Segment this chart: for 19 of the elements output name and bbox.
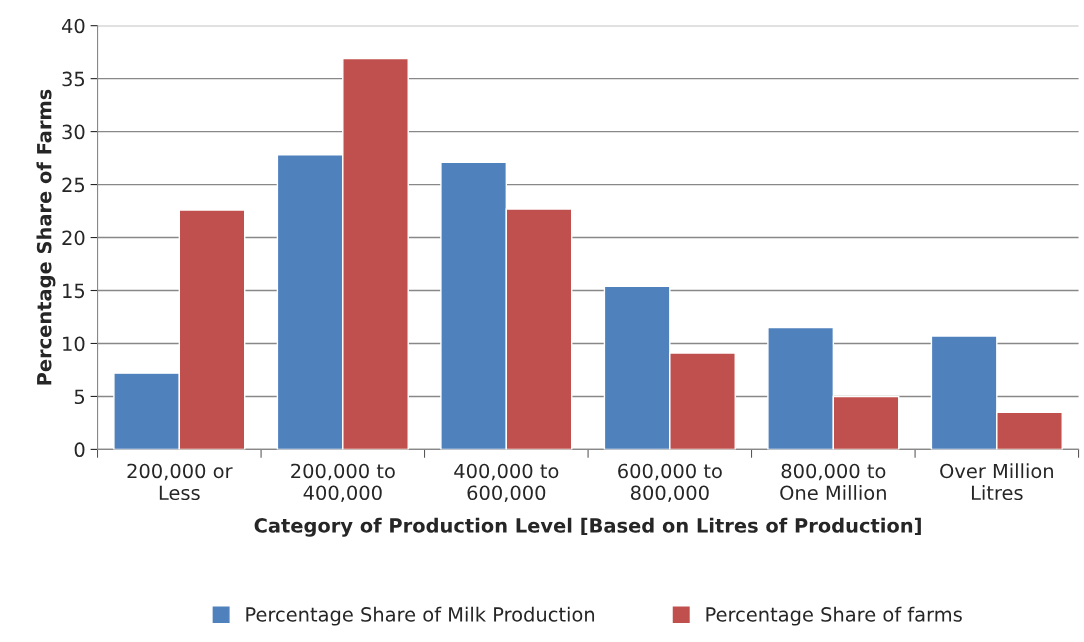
y-tick-label: 15: [63, 283, 85, 299]
y-tick-label: 10: [63, 336, 85, 352]
y-tick-label: 35: [62, 71, 85, 87]
legend-label: Percentage Share of farms: [706, 606, 962, 626]
x-tick-label: 400,000 to 600,000: [454, 463, 559, 503]
y-tick-label: 0: [74, 442, 85, 458]
y-tick-label: 20: [62, 230, 85, 246]
y-tick-label: 30: [62, 124, 85, 140]
y-axis-title: Percentage Share of Farms: [36, 89, 56, 385]
y-tick-label: 25: [62, 177, 85, 193]
y-tick-label: 40: [61, 18, 85, 34]
y-tick-label: 5: [74, 389, 85, 405]
x-tick-label: 200,000 to 400,000: [291, 463, 395, 503]
legend-label: Percentage Share of Milk Production: [246, 606, 595, 626]
x-tick-label: 800,000 to One Million: [780, 463, 886, 501]
x-tick-label: 200,000 or Less: [127, 463, 233, 501]
x-tick-label: Over Million Litres: [940, 463, 1053, 501]
x-axis-title: Category of Production Level [Based on Litres of Production]: [254, 517, 921, 537]
x-tick-label: 600,000 to 800,000: [618, 463, 722, 503]
